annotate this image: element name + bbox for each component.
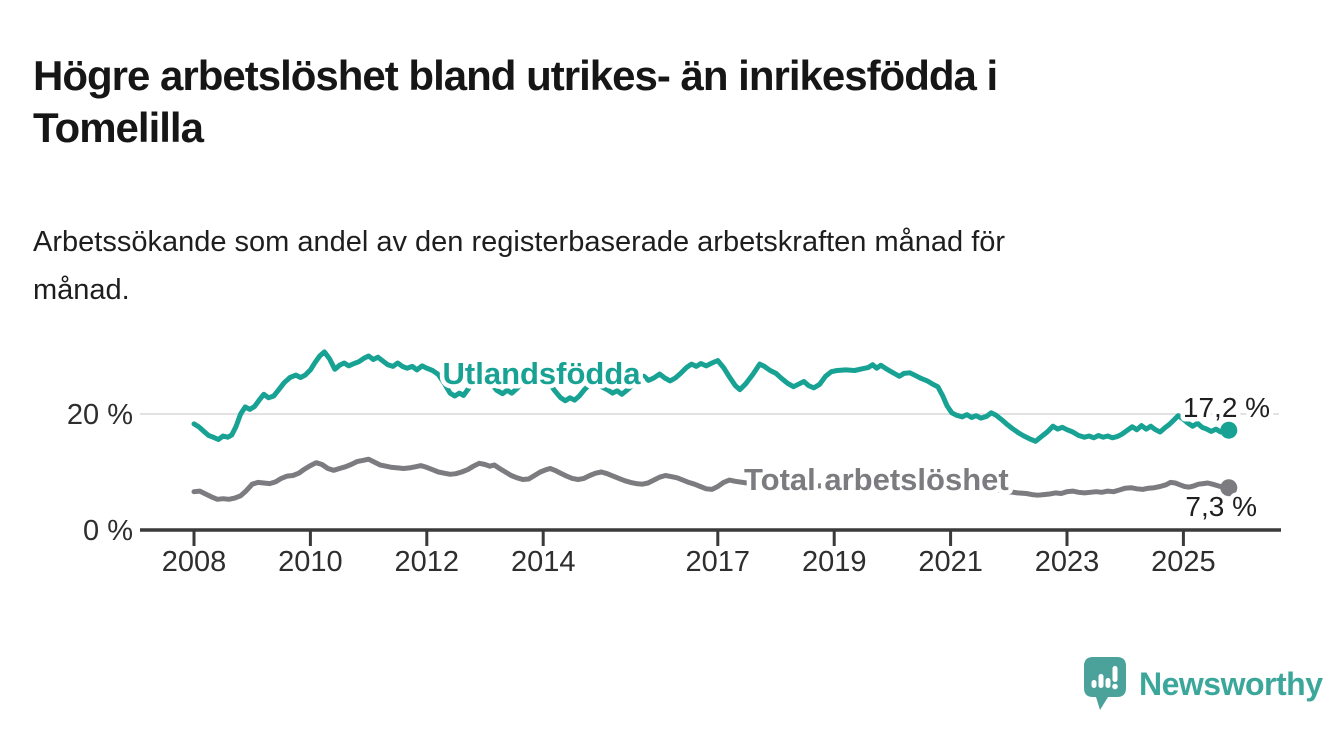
chart-subtitle-line-1: Arbetssökande som andel av den registerb… bbox=[33, 226, 1006, 258]
series-end-dot-utlandsfodda bbox=[1220, 421, 1238, 439]
x-axis-label-2023: 2023 bbox=[1035, 546, 1100, 578]
series-label-utlandsfodda: Utlandsfödda bbox=[443, 356, 642, 391]
series-end-value-total-arbetsloshet: 7,3 % bbox=[1185, 491, 1257, 522]
y-axis-label-20: 20 % bbox=[67, 399, 133, 431]
x-axis-label-2014: 2014 bbox=[511, 546, 576, 578]
series-line-utlandsfodda bbox=[191, 349, 1232, 444]
x-axis-label-2025: 2025 bbox=[1151, 546, 1216, 578]
x-axis-label-2010: 2010 bbox=[278, 546, 343, 578]
newsworthy-speech-bubble-icon bbox=[1084, 657, 1126, 710]
series-end-dot-total-arbetsloshet bbox=[1220, 479, 1238, 497]
speech-bubble-shape bbox=[1084, 657, 1126, 710]
x-axis-label-2012: 2012 bbox=[395, 546, 460, 578]
chart-subtitle: Arbetssökande som andel av den registerb… bbox=[33, 219, 1263, 314]
x-axis-label-2017: 2017 bbox=[686, 546, 751, 578]
series-line-total-arbetsloshet bbox=[191, 456, 1232, 502]
x-axis-label-2019: 2019 bbox=[802, 546, 867, 578]
series-end-value-utlandsfodda: 17,2 % bbox=[1183, 392, 1270, 423]
chart-title-line-2: Tomelilla bbox=[33, 104, 204, 152]
series-label-total-arbetsloshet: Total arbetslöshet bbox=[744, 462, 1009, 497]
newsworthy-logo-text: Newsworthy bbox=[1139, 666, 1323, 702]
x-axis-label-2008: 2008 bbox=[162, 546, 227, 578]
chart-title: Högre arbetslöshet bland utrikes- än inr… bbox=[33, 50, 1253, 154]
chart-subtitle-line-2: månad. bbox=[33, 273, 130, 306]
chart-title-line-1: Högre arbetslöshet bland utrikes- än inr… bbox=[33, 52, 998, 100]
x-axis-label-2021: 2021 bbox=[918, 546, 983, 578]
bar-chart-glyph bbox=[1091, 666, 1118, 690]
y-axis-label-0: 0 % bbox=[83, 515, 133, 547]
newsworthy-logo: Newsworthy bbox=[1084, 657, 1323, 712]
